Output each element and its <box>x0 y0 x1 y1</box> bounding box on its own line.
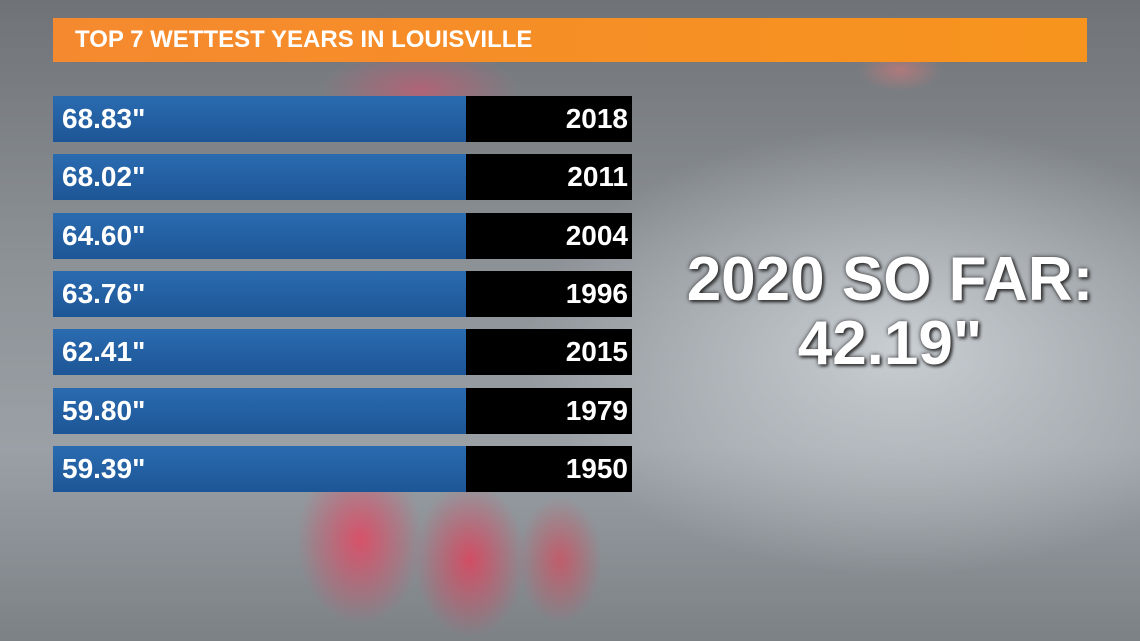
table-row: 64.60" 2004 <box>53 212 632 259</box>
table-row: 63.76" 1996 <box>53 270 632 317</box>
table-row: 68.02" 2011 <box>53 154 632 201</box>
title: TOP 7 WETTEST YEARS IN LOUISVILLE <box>75 26 533 53</box>
table-row: 68.83" 2018 <box>53 96 632 142</box>
rainfall: 64.60" <box>53 212 466 259</box>
rainfall: 59.39" <box>53 445 466 492</box>
rainfall: 63.76" <box>53 270 466 317</box>
year: 1979 <box>466 387 632 434</box>
rainfall: 68.02" <box>53 154 466 201</box>
table-row: 59.80" 1979 <box>53 387 632 434</box>
callout: 2020 SO FAR: 42.19" <box>640 248 1140 376</box>
year: 2011 <box>466 154 632 201</box>
callout-line: 2020 SO FAR: <box>686 245 1094 314</box>
rainfall: 59.80" <box>53 387 466 434</box>
year: 2004 <box>466 212 632 259</box>
title-bar: TOP 7 WETTEST YEARS IN LOUISVILLE <box>53 18 1087 62</box>
callout-line: 42.19" <box>797 309 983 378</box>
rainfall: 62.41" <box>53 329 466 376</box>
year: 1996 <box>466 270 632 317</box>
rainfall: 68.83" <box>53 96 466 142</box>
table-row: 59.39" 1950 <box>53 445 632 492</box>
year: 2018 <box>466 96 632 142</box>
year: 2015 <box>466 329 632 376</box>
year: 1950 <box>466 445 632 492</box>
table-row: 62.41" 2015 <box>53 329 632 376</box>
